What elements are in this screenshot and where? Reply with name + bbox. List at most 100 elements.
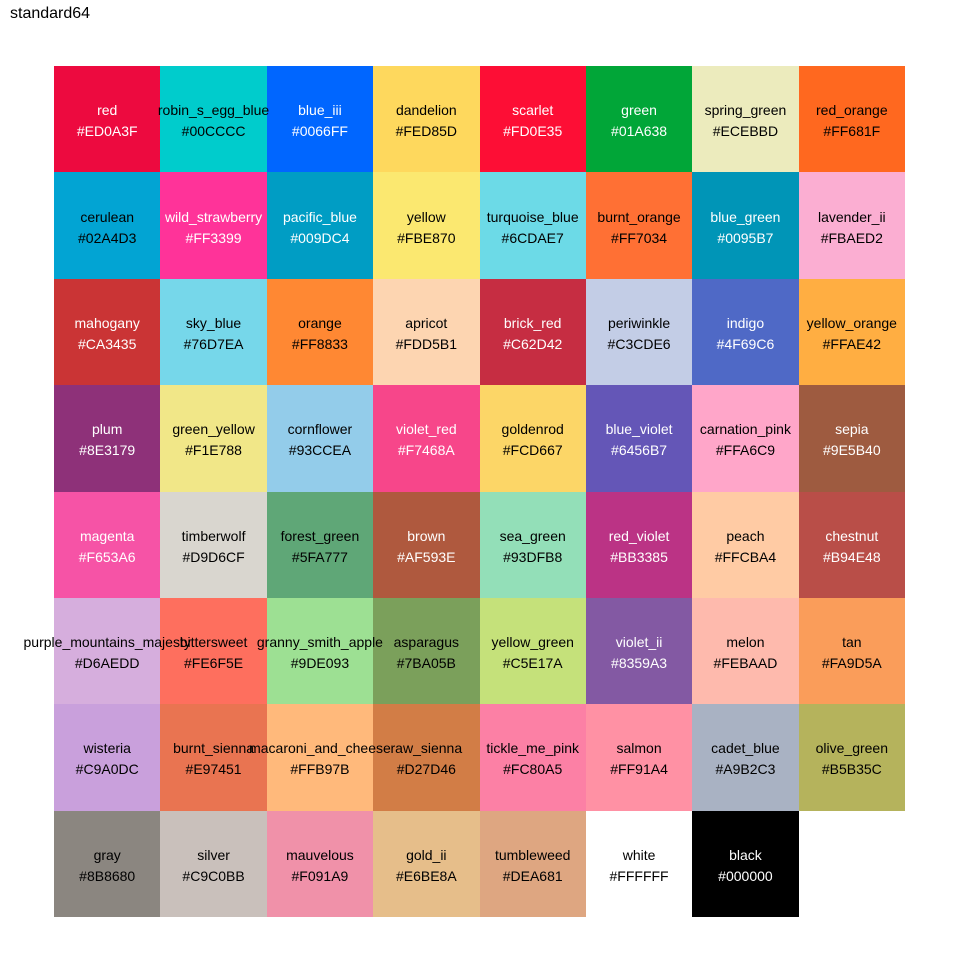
swatch-name-label: yellow_orange bbox=[806, 314, 897, 331]
swatch-green_yellow bbox=[160, 385, 267, 492]
swatch-name-label: granny_smith_apple bbox=[256, 634, 383, 651]
swatch-yellow_green bbox=[479, 597, 586, 705]
swatch-name-label: macaroni_and_cheese bbox=[249, 740, 391, 757]
swatch-hex-label: #FD0E35 bbox=[503, 123, 563, 140]
swatch-hex-label: #6CDAE7 bbox=[501, 229, 564, 246]
swatch-hex-label: #F091A9 bbox=[291, 867, 349, 884]
swatch-name-label: wisteria bbox=[83, 740, 131, 757]
swatch-hex-label: #FBE870 bbox=[397, 229, 456, 246]
swatch-hex-label: #FA9D5A bbox=[821, 655, 882, 672]
swatch-name-label: blue_green bbox=[710, 208, 781, 225]
swatch-name-label: blue_violet bbox=[605, 421, 673, 438]
swatch-turquoise_blue bbox=[479, 172, 586, 279]
swatch-hex-label: #D6AEDD bbox=[74, 655, 140, 672]
swatch-hex-label: #AF593E bbox=[397, 548, 456, 565]
swatch-hex-label: #01A638 bbox=[611, 123, 668, 140]
swatch-name-label: mahogany bbox=[74, 314, 140, 331]
swatch-name-label: scarlet bbox=[512, 102, 554, 119]
swatch-name-label: burnt_orange bbox=[597, 208, 681, 225]
swatch-name-label: green_yellow bbox=[172, 421, 255, 438]
swatch-hex-label: #ED0A3F bbox=[76, 123, 138, 140]
swatch-name-label: carnation_pink bbox=[699, 421, 791, 438]
swatch-mauvelous bbox=[266, 810, 374, 918]
swatch-name-label: sea_green bbox=[499, 527, 566, 544]
swatch-cerulean bbox=[54, 172, 161, 279]
swatch-white bbox=[585, 810, 693, 918]
swatch-hex-label: #00CCCC bbox=[181, 123, 246, 140]
swatch-hex-label: #009DC4 bbox=[290, 229, 350, 246]
swatch-name-label: forest_green bbox=[280, 527, 360, 544]
swatch-hex-label: #FEBAAD bbox=[713, 655, 778, 672]
swatch-name-label: peach bbox=[726, 527, 765, 544]
swatch-name-label: silver bbox=[197, 846, 230, 863]
swatch-red bbox=[54, 66, 161, 173]
swatch-wild_strawberry bbox=[160, 172, 267, 279]
swatch-hex-label: #FF3399 bbox=[185, 229, 242, 246]
swatch-hex-label: #FDD5B1 bbox=[395, 335, 458, 352]
swatch-indigo bbox=[692, 278, 799, 386]
swatch-blue_iii bbox=[266, 66, 374, 173]
swatch-sepia bbox=[798, 385, 906, 492]
swatch-name-label: periwinkle bbox=[607, 314, 671, 331]
swatch-pacific_blue bbox=[266, 172, 374, 279]
swatch-dandelion bbox=[373, 66, 480, 173]
swatch-hex-label: #B94E48 bbox=[823, 548, 881, 565]
swatch-hex-label: #FE6F5E bbox=[183, 655, 244, 672]
swatch-timberwolf bbox=[160, 491, 267, 598]
swatch-spring_green bbox=[692, 66, 799, 173]
swatch-hex-label: #FFFFFF bbox=[609, 867, 669, 884]
swatch-olive_green bbox=[798, 704, 906, 811]
swatch-hex-label: #9DE093 bbox=[290, 655, 350, 672]
swatch-hex-label: #C3CDE6 bbox=[607, 335, 671, 352]
swatch-name-label: melon bbox=[726, 634, 765, 651]
swatch-chestnut bbox=[798, 491, 906, 598]
swatch-red_violet bbox=[585, 491, 693, 598]
swatch-hex-label: #5FA777 bbox=[291, 548, 348, 565]
swatch-hex-label: #C9C0BB bbox=[182, 867, 245, 884]
swatch-peach bbox=[692, 491, 799, 598]
swatch-hex-label: #F653A6 bbox=[78, 548, 136, 565]
swatch-hex-label: #FFB97B bbox=[290, 761, 350, 778]
swatch-name-label: gray bbox=[93, 846, 121, 863]
swatch-burnt_orange bbox=[585, 172, 693, 279]
swatch-hex-label: #FCD667 bbox=[502, 442, 563, 459]
swatch-grid: red #ED0A3F robin_s_egg_blue #00CCCC blue_ii… bbox=[24, 66, 906, 918]
swatch-name-label: cornflower bbox=[287, 421, 353, 438]
swatch-name-label: timberwolf bbox=[181, 527, 246, 544]
swatch-tan bbox=[798, 597, 906, 705]
swatch-hex-label: #D27D46 bbox=[396, 761, 456, 778]
swatch-hex-label: #4F69C6 bbox=[716, 335, 775, 352]
swatch-name-label: burnt_sienna bbox=[173, 740, 255, 757]
swatch-hex-label: #6456B7 bbox=[611, 442, 668, 459]
swatch-name-label: violet_red bbox=[395, 421, 457, 438]
swatch-name-label: red bbox=[97, 102, 118, 119]
swatch-hex-label: #F7468A bbox=[397, 442, 455, 459]
swatch-lavender_ii bbox=[798, 172, 906, 279]
swatch-brick_red bbox=[479, 278, 586, 386]
swatch-hex-label: #ECEBBD bbox=[712, 123, 779, 140]
swatch-orange bbox=[266, 278, 374, 386]
swatch-asparagus bbox=[373, 597, 480, 705]
swatch-hex-label: #A9B2C3 bbox=[715, 761, 776, 778]
swatch-name-label: blue_iii bbox=[298, 102, 342, 119]
swatch-green bbox=[585, 66, 693, 173]
swatch-silver bbox=[160, 810, 267, 918]
swatch-hex-label: #C5E17A bbox=[502, 655, 563, 672]
swatch-wisteria bbox=[54, 704, 161, 811]
swatch-name-label: brown bbox=[407, 527, 446, 544]
swatch-hex-label: #FFA6C9 bbox=[715, 442, 776, 459]
swatch-name-label: lavender_ii bbox=[817, 208, 886, 225]
swatch-name-label: white bbox=[622, 846, 656, 863]
swatch-name-label: violet_ii bbox=[615, 634, 663, 651]
swatch-hex-label: #C62D42 bbox=[503, 335, 563, 352]
swatch-hex-label: #B5B35C bbox=[821, 761, 882, 778]
swatch-name-label: robin_s_egg_blue bbox=[157, 102, 270, 119]
swatch-raw_sienna bbox=[373, 704, 480, 811]
swatch-name-label: raw_sienna bbox=[390, 740, 463, 757]
swatch-name-label: dandelion bbox=[395, 102, 457, 119]
swatch-hex-label: #FC80A5 bbox=[503, 761, 563, 778]
swatch-scarlet bbox=[479, 66, 586, 173]
swatch-hex-label: #FF91A4 bbox=[610, 761, 668, 778]
swatch-name-label: red_violet bbox=[608, 527, 670, 544]
swatch-robin_s_egg_blue bbox=[160, 66, 267, 173]
